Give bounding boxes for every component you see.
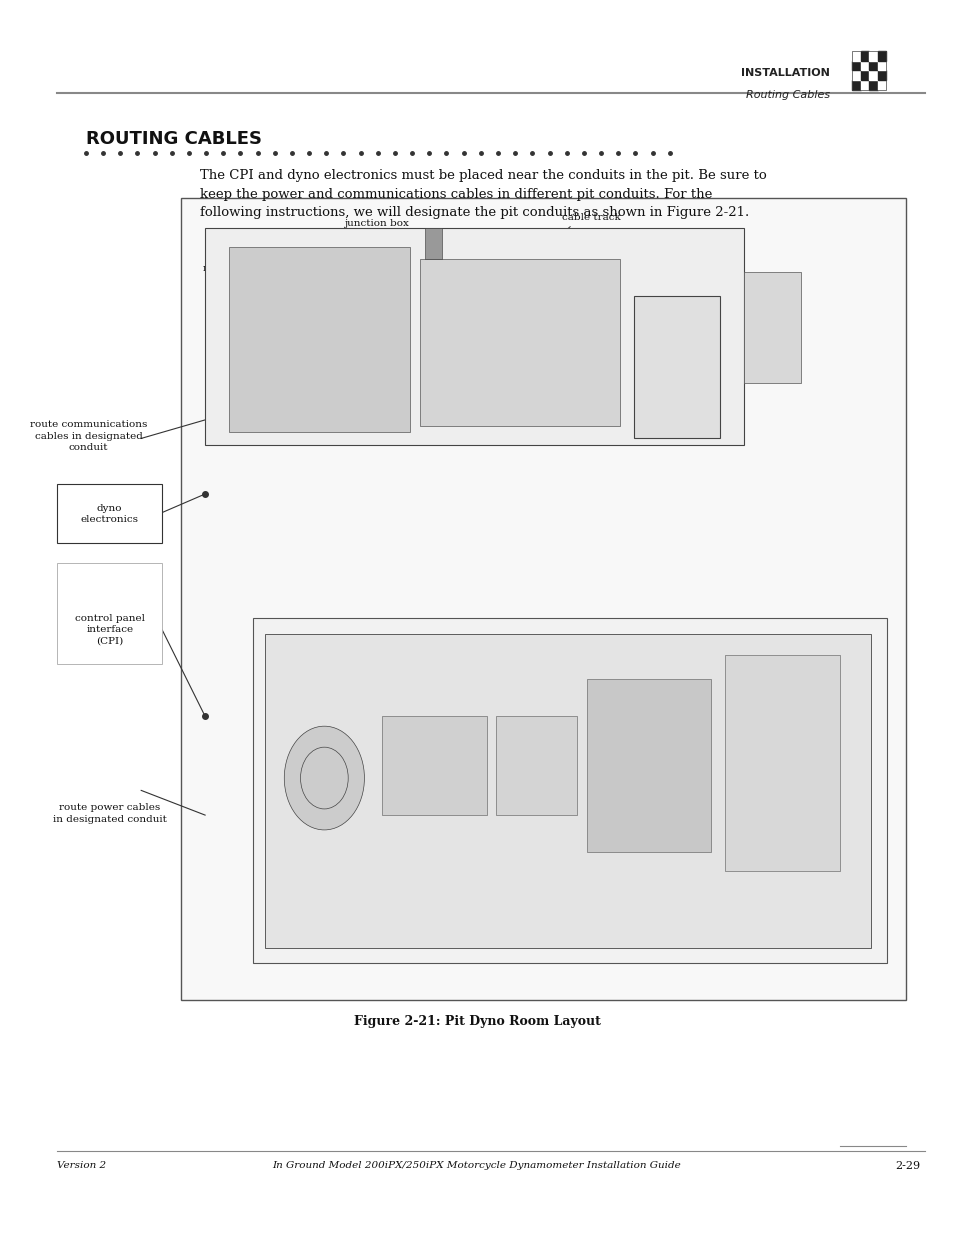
- Bar: [724, 655, 839, 871]
- Text: Routing Cables: Routing Cables: [745, 90, 829, 100]
- Bar: [860, 61, 868, 70]
- Circle shape: [284, 726, 364, 830]
- Bar: [586, 679, 710, 852]
- Bar: [57, 484, 162, 543]
- Bar: [860, 80, 868, 90]
- Bar: [743, 272, 801, 383]
- Bar: [851, 51, 860, 61]
- Bar: [868, 61, 877, 70]
- Bar: [253, 618, 886, 963]
- Bar: [860, 70, 868, 80]
- Text: dyno
electronics: dyno electronics: [81, 504, 138, 524]
- Circle shape: [300, 747, 348, 809]
- Bar: [851, 61, 860, 70]
- Text: control panel: control panel: [686, 372, 756, 382]
- Bar: [229, 247, 410, 432]
- Bar: [868, 80, 877, 90]
- Text: junction box: junction box: [344, 220, 409, 228]
- Bar: [877, 70, 885, 80]
- Bar: [868, 70, 877, 80]
- Text: INSTALLATION: INSTALLATION: [740, 68, 829, 78]
- Bar: [419, 259, 619, 426]
- Text: Version 2: Version 2: [57, 1161, 106, 1170]
- Text: The CPI and dyno electronics must be placed near the conduits in the pit. Be sur: The CPI and dyno electronics must be pla…: [200, 169, 766, 219]
- Bar: [205, 228, 743, 445]
- Bar: [634, 296, 720, 438]
- Bar: [265, 634, 870, 948]
- Bar: [424, 228, 441, 259]
- Bar: [877, 51, 885, 61]
- Bar: [860, 51, 868, 61]
- Text: In Ground Model 200iPX/250iPX Motorcycle Dynamometer Installation Guide: In Ground Model 200iPX/250iPX Motorcycle…: [273, 1161, 680, 1170]
- Text: monitor support
and tray: monitor support and tray: [203, 264, 289, 284]
- Bar: [868, 51, 877, 61]
- Text: ROUTING CABLES: ROUTING CABLES: [86, 130, 261, 148]
- Text: route power cables
in designated conduit: route power cables in designated conduit: [52, 803, 167, 824]
- Bar: [851, 51, 885, 90]
- Text: route communications
cables in designated
conduit: route communications cables in designate…: [30, 420, 148, 452]
- Bar: [877, 80, 885, 90]
- Text: 2-29: 2-29: [895, 1161, 920, 1171]
- Bar: [877, 61, 885, 70]
- Bar: [851, 80, 860, 90]
- Bar: [496, 716, 577, 815]
- Bar: [57, 563, 162, 664]
- Bar: [181, 198, 905, 1000]
- Text: cable track: cable track: [561, 214, 620, 222]
- Bar: [381, 716, 486, 815]
- Bar: [851, 70, 860, 80]
- Text: control panel
interface
(CPI): control panel interface (CPI): [74, 614, 145, 646]
- Text: Figure 2-21: Pit Dyno Room Layout: Figure 2-21: Pit Dyno Room Layout: [354, 1015, 599, 1029]
